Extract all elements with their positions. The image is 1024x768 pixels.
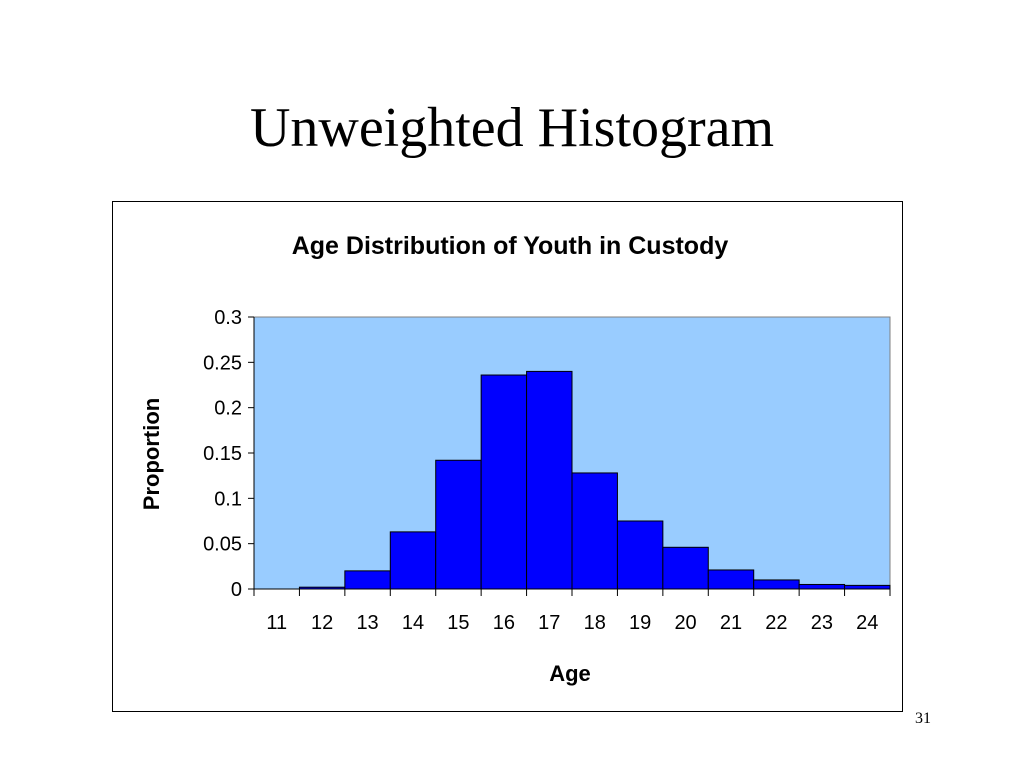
bar-age-23 <box>798 583 846 590</box>
bar-age-24 <box>844 584 891 590</box>
x-tick-label: 14 <box>402 612 424 634</box>
axes: 0 0.05 0.1 0.15 0.2 0.25 0.3 11 12 13 14 15 16 17 18 19… <box>203 307 891 634</box>
y-tick-label: 0.2 <box>214 398 242 420</box>
chart-frame: Age Distribution of Youth in Custody 0 0.… <box>112 201 903 712</box>
y-tick-label: 0.25 <box>203 352 242 374</box>
bar-age-22 <box>753 579 800 590</box>
x-tick-label: 11 <box>266 612 287 634</box>
bar-age-19 <box>616 520 664 590</box>
x-tick-label: 13 <box>356 612 378 634</box>
y-tick-label: 0.05 <box>203 534 242 556</box>
y-tick-label: 0.15 <box>203 443 242 465</box>
y-tick-label: 0.1 <box>214 488 242 510</box>
x-tick-label: 23 <box>811 612 833 634</box>
x-tick-label: 24 <box>856 612 878 634</box>
x-axis-label: Age <box>549 661 591 686</box>
bar-age-15 <box>435 459 482 590</box>
bar-age-16 <box>480 374 528 590</box>
x-tick-label: 19 <box>629 612 651 634</box>
y-axis-label: Proportion <box>139 398 164 510</box>
bar-age-18 <box>571 472 618 590</box>
bar-age-20 <box>662 546 709 590</box>
x-tick-label: 21 <box>720 612 742 634</box>
bar-age-14 <box>389 531 437 590</box>
y-tick-label: 0.3 <box>214 307 242 329</box>
x-tick-label: 22 <box>765 612 787 634</box>
bar-age-17 <box>526 370 573 590</box>
chart-title: Age Distribution of Youth in Custody <box>292 232 729 260</box>
histogram-chart: Age Distribution of Youth in Custody 0 0.… <box>139 232 891 686</box>
x-tick-label: 12 <box>311 612 333 634</box>
slide-title: Unweighted Histogram <box>249 97 775 159</box>
x-tick-label: 18 <box>584 612 606 634</box>
x-tick-label: 20 <box>674 612 696 634</box>
bar-age-21 <box>707 569 755 590</box>
y-tick-label: 0 <box>231 579 242 601</box>
x-tick-label: 16 <box>493 612 515 634</box>
x-tick-label: 15 <box>447 612 469 634</box>
bars <box>298 370 891 590</box>
page-number: 31 <box>915 710 931 727</box>
x-tick-label: 17 <box>538 612 560 634</box>
bar-age-13 <box>344 570 391 590</box>
